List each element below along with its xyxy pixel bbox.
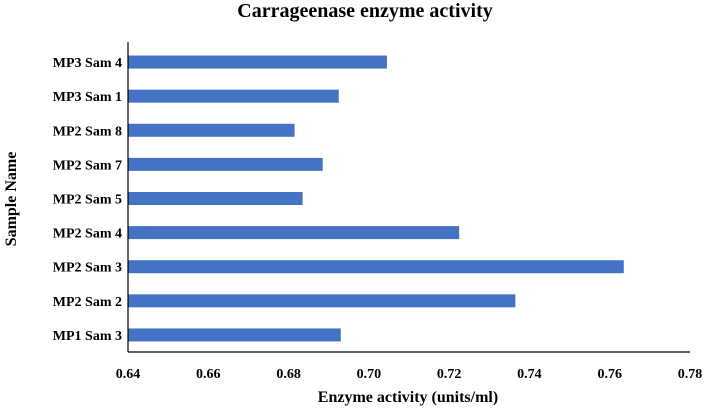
y-tick-label: MP2 Sam 4 xyxy=(53,227,122,242)
bar-mp3-sam-4 xyxy=(128,55,387,69)
y-tick-label: MP1 Sam 3 xyxy=(53,329,122,344)
bars-group xyxy=(128,55,624,342)
y-axis-label: Sample Name xyxy=(3,152,20,247)
bar-mp3-sam-1 xyxy=(128,89,339,103)
y-tick-label: MP2 Sam 8 xyxy=(53,124,122,139)
bar-mp2-sam-4 xyxy=(128,226,460,240)
bar-mp2-sam-3 xyxy=(128,260,624,274)
x-tick-label: 0.66 xyxy=(196,367,221,382)
y-tick-label: MP3 Sam 4 xyxy=(53,56,122,71)
bar-mp2-sam-7 xyxy=(128,157,323,171)
bar-mp2-sam-5 xyxy=(128,192,303,205)
x-tick-label: 0.64 xyxy=(116,367,141,382)
y-tick-label: MP3 Sam 1 xyxy=(53,90,122,105)
y-tick-label: MP2 Sam 3 xyxy=(53,261,122,276)
x-tick-label: 0.70 xyxy=(357,367,382,382)
x-tick-labels: 0.64 0.66 0.68 0.70 0.72 0.74 0.76 0.78 xyxy=(116,367,703,382)
x-tick-label: 0.72 xyxy=(437,367,462,382)
x-axis-label: Enzyme activity (units/ml) xyxy=(318,389,498,406)
bar-mp1-sam-3 xyxy=(128,328,341,342)
chart-title: Carrageenase enzyme activity xyxy=(237,0,492,22)
x-tick-label: 0.78 xyxy=(678,367,703,382)
y-tick-label: MP2 Sam 7 xyxy=(53,158,122,173)
x-tick-label: 0.74 xyxy=(517,367,542,382)
y-tick-labels: MP3 Sam 4 MP3 Sam 1 MP2 Sam 8 MP2 Sam 7 MP2 … xyxy=(53,56,122,344)
x-tick-label: 0.76 xyxy=(597,367,622,382)
bar-mp2-sam-8 xyxy=(128,123,295,137)
y-tick-label: MP2 Sam 5 xyxy=(53,193,122,208)
x-tick-label: 0.68 xyxy=(276,367,301,382)
y-tick-label: MP2 Sam 2 xyxy=(53,295,122,310)
bar-mp2-sam-2 xyxy=(128,294,516,308)
